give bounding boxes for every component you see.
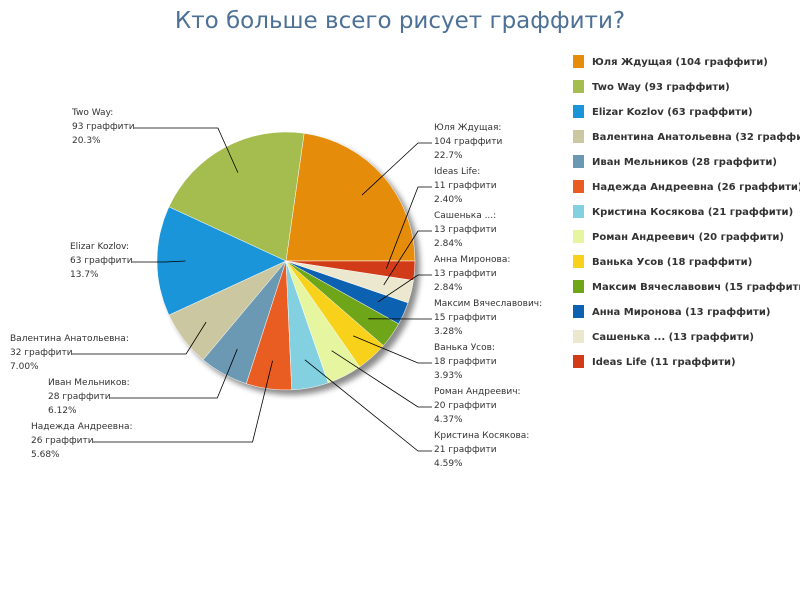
callout-name: Сашенька ...: <box>434 211 496 221</box>
legend-label: Elizar Kozlov (63 граффити) <box>592 106 753 118</box>
callout-name: Two Way: <box>71 108 113 118</box>
legend-label: Максим Вячеславович (15 граффити) <box>592 281 800 293</box>
leader-line <box>385 186 432 269</box>
callout-name: Ideas Life: <box>434 167 480 177</box>
pie-slice <box>285 260 416 281</box>
pie-slice <box>156 206 287 316</box>
callout-percent: 22.7% <box>434 151 463 161</box>
callout-percent: 20.3% <box>72 136 101 146</box>
legend-swatch <box>573 130 584 143</box>
callout-value: 13 граффити <box>434 225 497 235</box>
leader-line <box>110 348 238 399</box>
legend-label: Ванька Усов (18 граффити) <box>592 256 752 268</box>
callout-value: 15 граффити <box>434 313 497 323</box>
callout-name: Иван Мельников: <box>48 378 130 388</box>
legend-swatch <box>573 155 584 168</box>
leader-line <box>361 142 432 196</box>
legend-swatch <box>573 80 584 93</box>
callout-percent: 2.84% <box>434 283 463 293</box>
callout-value: 104 граффити <box>434 137 502 147</box>
leader-line <box>134 127 239 173</box>
legend-swatch <box>573 330 584 343</box>
callout-percent: 3.93% <box>434 371 463 381</box>
legend-swatch <box>573 255 584 268</box>
callout-value: 18 граффити <box>434 357 497 367</box>
legend-label: Валентина Анатольевна (32 граффит <box>592 131 800 143</box>
legend-label: Сашенька ... (13 граффити) <box>592 331 754 343</box>
callout-value: 28 граффити <box>48 392 111 402</box>
callout-name: Надежда Андреевна: <box>31 422 133 432</box>
legend-label: Ideas Life (11 граффити) <box>592 356 736 368</box>
leader-line <box>383 230 432 286</box>
callout-percent: 13.7% <box>70 270 99 280</box>
legend-swatch <box>573 305 584 318</box>
callout-name: Кристина Косякова: <box>434 431 529 441</box>
callout-percent: 2.84% <box>434 239 463 249</box>
legend-label: Роман Андреевич (20 граффити) <box>592 231 784 243</box>
callout-name: Роман Андреевич: <box>434 387 521 397</box>
callout-name: Максим Вячеславович: <box>434 299 542 309</box>
legend-label: Иван Мельников (28 граффити) <box>592 156 777 168</box>
callout-value: 32 граффити <box>10 348 73 358</box>
callout-name: Валентина Анатольевна: <box>10 334 129 344</box>
chart-title: Кто больше всего рисует граффити? <box>175 8 625 34</box>
legend-label: Юля Ждущая (104 граффити) <box>592 56 768 68</box>
callout-name: Elizar Kozlov: <box>70 242 129 252</box>
callout-percent: 4.59% <box>434 459 463 469</box>
callout-name: Ванька Усов: <box>434 343 495 353</box>
callout-percent: 7.00% <box>10 362 39 372</box>
legend-label: Анна Миронова (13 граффити) <box>592 306 770 318</box>
leader-line <box>304 359 432 452</box>
callout-name: Юля Ждущая: <box>434 123 501 133</box>
callout-percent: 5.68% <box>31 450 60 460</box>
pie-slice <box>168 131 305 262</box>
legend-swatch <box>573 105 584 118</box>
legend-swatch <box>573 355 584 368</box>
legend-swatch <box>573 180 584 193</box>
callout-value: 26 граффити <box>31 436 94 446</box>
legend-swatch <box>573 280 584 293</box>
leader-line <box>72 321 207 355</box>
callout-value: 93 граффити <box>72 122 135 132</box>
callout-value: 21 граффити <box>434 445 497 455</box>
callout-percent: 6.12% <box>48 406 77 416</box>
legend-swatch <box>573 205 584 218</box>
callout-name: Анна Миронова: <box>434 255 510 265</box>
callout-percent: 3.28% <box>434 327 463 337</box>
leader-line <box>353 335 432 364</box>
callout-percent: 2.40% <box>434 195 463 205</box>
callout-value: 63 граффити <box>70 256 133 266</box>
pie-slice <box>285 132 416 262</box>
legend-label: Two Way (93 граффити) <box>592 81 730 93</box>
legend-label: Кристина Косякова (21 граффити) <box>592 206 793 218</box>
leader-line <box>93 360 273 443</box>
callout-value: 20 граффити <box>434 401 497 411</box>
legend-swatch <box>573 230 584 243</box>
legend-swatch <box>573 55 584 68</box>
callout-value: 11 граффити <box>434 181 497 191</box>
legend-label: Надежда Андреевна (26 граффити) <box>592 181 800 193</box>
callout-percent: 4.37% <box>434 415 463 425</box>
leader-line <box>331 350 432 408</box>
callout-value: 13 граффити <box>434 269 497 279</box>
leader-line <box>377 274 432 303</box>
leader-line <box>132 260 186 263</box>
